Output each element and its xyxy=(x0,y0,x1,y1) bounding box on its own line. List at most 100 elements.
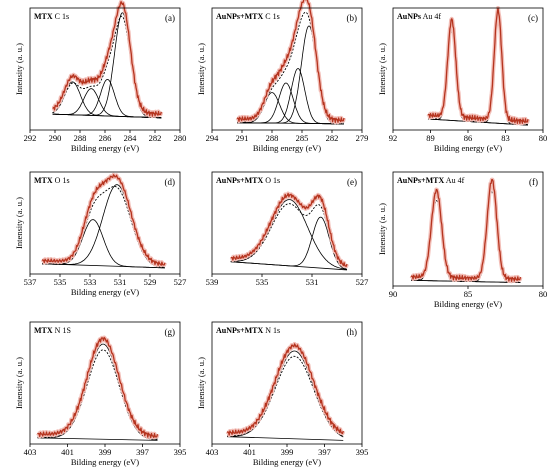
panel-title: AuNPs Au 4f xyxy=(397,12,441,21)
x-tick-label: 291 xyxy=(236,133,249,143)
measured-curve xyxy=(37,336,159,439)
x-tick-label: 531 xyxy=(114,277,127,287)
panel-title: AuNPs+MTX C 1s xyxy=(216,12,280,21)
x-tick-label: 533 xyxy=(84,277,97,287)
x-tick-label: 529 xyxy=(144,277,157,287)
plot-frame xyxy=(392,171,544,287)
y-axis-title: Intensity (a. u.) xyxy=(196,357,206,409)
x-tick-label: 288 xyxy=(266,133,279,143)
x-tick-label: 403 xyxy=(24,447,37,457)
panel-title: MTX O 1s xyxy=(34,176,70,185)
x-tick-label: 90 xyxy=(389,289,398,299)
y-axis-title: Intensity (a. u.) xyxy=(14,197,24,249)
x-tick-label: 282 xyxy=(326,133,339,143)
component-peak-2 xyxy=(42,219,165,269)
chart-panel-c: 92 89 86 83 80 Bilding energy (eV) Intensity (… xyxy=(377,6,548,153)
chart-panel-d: 537 535 533 531 529 527 Bilding energy (eV) Int… xyxy=(14,171,187,297)
x-tick-label: 290 xyxy=(49,133,62,143)
x-tick-label: 401 xyxy=(61,447,74,457)
panel-letter: (b) xyxy=(347,13,358,23)
y-axis-title: Intensity (a. u.) xyxy=(377,203,387,255)
chart-panel-e: 539 535 531 527 AuNPs+MTX O 1s (e) xyxy=(206,171,369,287)
measured-curve xyxy=(230,192,348,267)
panel-title: MTX N 1S xyxy=(34,326,71,335)
panel-letter: (g) xyxy=(165,327,176,337)
component-peak-4 xyxy=(52,81,162,119)
component-peak-2 xyxy=(230,216,348,270)
measured-curve xyxy=(427,7,529,125)
chart-panel-g: 403 401 399 397 395 Bilding energy (eV) Intens… xyxy=(14,321,187,467)
x-tick-label: 397 xyxy=(136,447,149,457)
chart-panel-a: 292 290 288 286 284 282 280 Bilding energy (eV)… xyxy=(14,0,187,153)
x-axis-title: Bilding energy (eV) xyxy=(434,143,502,153)
x-tick-label: 395 xyxy=(356,447,369,457)
measured-curve xyxy=(41,174,166,266)
y-axis-title: Intensity (a. u.) xyxy=(14,357,24,409)
panel-letter: (d) xyxy=(165,177,176,187)
measured-curve xyxy=(52,1,162,117)
x-tick-label: 279 xyxy=(356,133,369,143)
x-tick-label: 280 xyxy=(174,133,187,143)
x-tick-label: 395 xyxy=(174,447,187,457)
y-axis-title: Intensity (a. u.) xyxy=(377,43,387,95)
x-axis-title: Bilding energy (eV) xyxy=(253,143,321,153)
measured-curve xyxy=(226,343,344,436)
panel-title: MTX C 1s xyxy=(34,12,69,21)
x-tick-label: 286 xyxy=(99,133,112,143)
x-tick-label: 85 xyxy=(464,289,473,299)
x-axis-title: Bilding energy (eV) xyxy=(71,457,139,467)
x-tick-label: 535 xyxy=(54,277,67,287)
measured-curve xyxy=(410,178,522,282)
x-tick-label: 86 xyxy=(464,133,473,143)
x-tick-label: 539 xyxy=(206,277,219,287)
panel-title: AuNPs+MTX N 1s xyxy=(216,326,280,335)
x-tick-label: 92 xyxy=(389,133,398,143)
x-axis-title: Bilding energy (eV) xyxy=(253,457,321,467)
x-tick-label: 403 xyxy=(206,447,219,457)
x-tick-label: 80 xyxy=(539,133,548,143)
component-peak-1 xyxy=(227,350,344,438)
measured-curve xyxy=(236,0,345,123)
x-tick-label: 535 xyxy=(256,277,269,287)
x-tick-label: 527 xyxy=(356,277,369,287)
y-axis-title: Intensity (a. u.) xyxy=(196,43,206,95)
x-tick-label: 537 xyxy=(24,277,37,287)
component-peak-1 xyxy=(52,12,162,119)
x-tick-label: 294 xyxy=(206,133,220,143)
chart-panel-b: 294 291 288 285 282 279 Bilding energy (eV) Int… xyxy=(196,0,368,153)
chart-panel-f: 90 85 80 Bilding energy (eV) Intensity (a. u… xyxy=(377,171,548,309)
x-axis-title: Bilding energy (eV) xyxy=(434,299,502,309)
fit-envelope xyxy=(42,185,166,268)
plot-frame xyxy=(211,7,363,131)
x-tick-label: 292 xyxy=(24,133,37,143)
x-tick-label: 285 xyxy=(296,133,309,143)
panel-letter: (a) xyxy=(165,13,175,23)
component-peak-4 xyxy=(237,92,344,125)
chart-panel-h: 403 401 399 397 395 Bilding energy (eV) Intens… xyxy=(196,321,369,467)
plot-frame xyxy=(211,321,363,445)
panel-letter: (f) xyxy=(529,177,538,187)
fit-envelope xyxy=(237,11,344,124)
x-tick-label: 80 xyxy=(539,289,548,299)
y-axis-title: Intensity (a. u.) xyxy=(14,43,24,95)
panel-letter: (h) xyxy=(347,327,358,337)
x-tick-label: 282 xyxy=(149,133,162,143)
x-tick-label: 89 xyxy=(426,133,435,143)
x-tick-label: 399 xyxy=(99,447,112,457)
panel-letter: (e) xyxy=(347,177,357,187)
panel-title: AuNPs+MTX Au 4f xyxy=(397,176,465,185)
x-tick-label: 83 xyxy=(501,133,510,143)
x-tick-label: 527 xyxy=(174,277,187,287)
background-line xyxy=(37,437,158,441)
plot-frame xyxy=(29,171,181,275)
x-tick-label: 399 xyxy=(281,447,294,457)
panel-letter: (c) xyxy=(528,13,538,23)
x-axis-title: Bilding energy (eV) xyxy=(71,143,139,153)
measured-curve-halo xyxy=(36,335,160,440)
x-tick-label: 288 xyxy=(74,133,87,143)
x-tick-label: 401 xyxy=(243,447,256,457)
panel-title: AuNPs+MTX O 1s xyxy=(216,176,280,185)
plot-frame xyxy=(392,7,544,131)
x-tick-label: 284 xyxy=(124,133,138,143)
